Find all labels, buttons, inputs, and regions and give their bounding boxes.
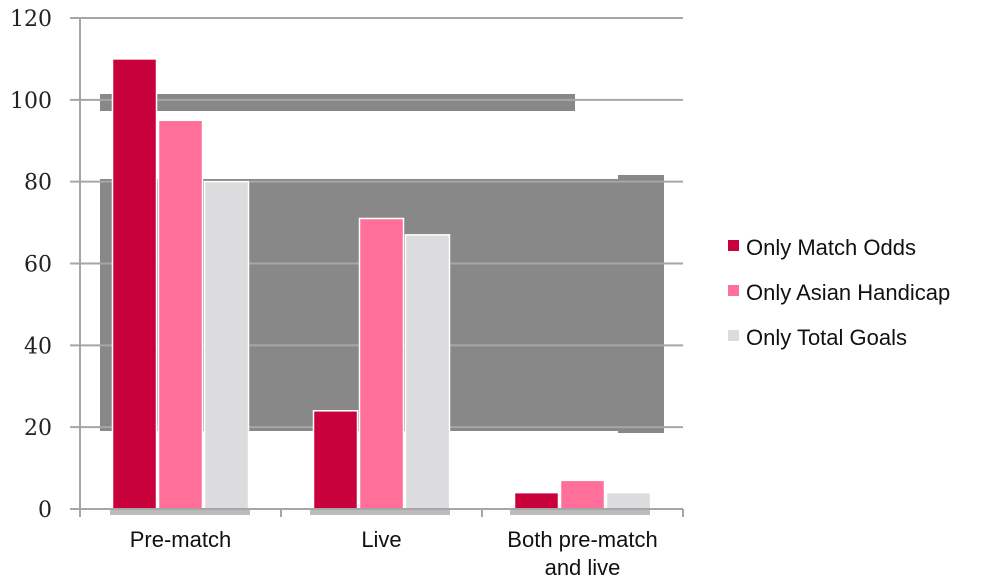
- bar-only-total-goals-0: [203, 180, 250, 510]
- x-category-labels: Pre-match Live Both pre-match and live: [130, 527, 658, 580]
- legend: Only Match Odds Only Asian Handicap Only T…: [728, 235, 950, 350]
- y-tick-100: 100: [10, 89, 52, 114]
- legend-label-only-match-odds: Only Match Odds: [746, 235, 916, 260]
- legend-label-only-asian-handicap: Only Asian Handicap: [746, 280, 950, 305]
- bar-only-total-goals-1: [404, 234, 451, 510]
- bar-only-asian-handicap-1: [358, 217, 405, 510]
- bar-only-match-odds-0: [111, 58, 158, 510]
- x-category-label-1-0: Live: [361, 527, 401, 552]
- artifact-band-right: [618, 175, 664, 433]
- y-tick-20: 20: [24, 416, 52, 441]
- y-tick-60: 60: [24, 253, 52, 278]
- legend-swatch-only-match-odds: [728, 240, 739, 251]
- y-tick-0: 0: [38, 498, 52, 523]
- bars: [111, 58, 652, 510]
- legend-swatch-only-total-goals: [728, 330, 739, 341]
- x-category-label-0-0: Pre-match: [130, 527, 231, 552]
- bar-only-match-odds-1: [312, 410, 359, 510]
- artifact-base-left: [110, 509, 250, 515]
- y-tick-40: 40: [24, 334, 52, 359]
- artifact-base-right: [510, 509, 650, 515]
- x-category-label-2-1: and live: [545, 555, 621, 580]
- x-category-label-2-0: Both pre-match: [507, 527, 657, 552]
- artifact-base-mid: [310, 509, 450, 515]
- y-tick-120: 120: [10, 7, 52, 32]
- bar-only-asian-handicap-0: [157, 119, 204, 510]
- bar-only-match-odds-2: [513, 491, 560, 510]
- artifact-band-upper: [100, 94, 575, 111]
- y-tick-80: 80: [24, 171, 52, 196]
- axes: [70, 18, 684, 517]
- bar-only-asian-handicap-2: [559, 479, 606, 510]
- y-tick-labels: 0 20 40 60 80 100 120: [10, 7, 52, 523]
- legend-swatch-only-asian-handicap: [728, 285, 739, 296]
- legend-label-only-total-goals: Only Total Goals: [746, 325, 907, 350]
- bar-only-total-goals-2: [605, 491, 652, 510]
